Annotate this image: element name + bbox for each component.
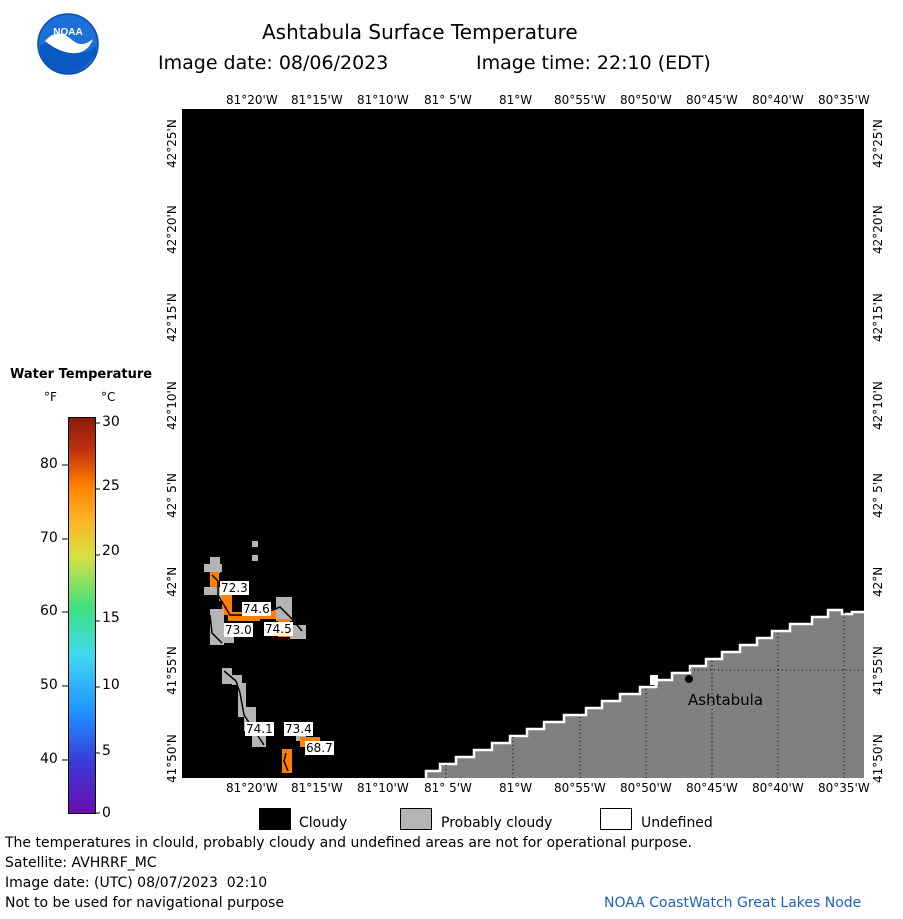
- top-lon-label: 80°55'W: [554, 93, 606, 107]
- satellite-info: Satellite: AVHRRF_MC: [5, 855, 157, 871]
- bottom-lon-label: 81°W: [499, 781, 533, 795]
- bottom-lon-label: 81° 5'W: [424, 781, 472, 795]
- utc-date: Image date: (UTC) 08/07/2023 02:10: [5, 875, 268, 891]
- legend-c-tick: 0: [102, 805, 111, 821]
- color-scale-ticks: [62, 422, 100, 814]
- undefined-label: Undefined: [641, 815, 713, 831]
- right-lat-label: 42°N: [871, 566, 885, 597]
- right-lat-label: 42°15'N: [871, 293, 885, 342]
- right-lat-label: 42° 5'N: [871, 473, 885, 518]
- legend-f-tick: 50: [40, 677, 58, 693]
- legend-f-tick: 80: [40, 456, 58, 472]
- cloudy-label: Cloudy: [299, 815, 348, 831]
- top-lon-label: 81°W: [499, 93, 533, 107]
- left-lat-label: 42°25'N: [165, 119, 179, 168]
- left-lat-label: 41°50'N: [165, 734, 179, 783]
- legend-f-tick: 40: [40, 751, 58, 767]
- temp-value-label: 68.7: [305, 741, 334, 755]
- left-lat-label: 41°55'N: [165, 646, 179, 695]
- noaa-logo: NOAA: [37, 13, 99, 75]
- page-title: Ashtabula Surface Temperature: [262, 20, 578, 44]
- image-date: Image date: 08/06/2023: [158, 52, 389, 74]
- temperature-map: 72.3 74.6 73.0 74.5 74.1 73.4 68.7 Ashta…: [182, 109, 864, 778]
- legend-unit-f: °F: [44, 390, 57, 404]
- ashtabula-marker: [685, 675, 693, 683]
- right-lat-label: 42°25'N: [871, 119, 885, 168]
- right-lat-label: 41°55'N: [871, 646, 885, 695]
- probably-cloudy-swatch: [400, 808, 432, 830]
- right-lat-label: 41°50'N: [871, 734, 885, 783]
- color-scale-bar: [68, 417, 96, 814]
- navigation-warning: Not to be used for navigational purpose: [5, 895, 284, 911]
- nearshore-pixels: [204, 541, 320, 773]
- top-lon-label: 81°15'W: [291, 93, 343, 107]
- temp-value-label: 74.6: [242, 602, 271, 616]
- undefined-patch: [650, 675, 658, 685]
- top-lon-label: 80°35'W: [818, 93, 870, 107]
- left-lat-label: 42°10'N: [165, 381, 179, 430]
- temp-value-label: 74.5: [264, 622, 293, 636]
- bottom-lon-label: 81°10'W: [357, 781, 409, 795]
- land-area: [426, 610, 864, 778]
- top-lon-label: 80°45'W: [686, 93, 738, 107]
- disclaimer: The temperatures in clould, probably clo…: [5, 835, 692, 851]
- left-lat-label: 42°15'N: [165, 293, 179, 342]
- bottom-lon-label: 81°20'W: [226, 781, 278, 795]
- cloudy-swatch: [259, 808, 291, 830]
- top-lon-label: 80°40'W: [752, 93, 804, 107]
- legend-c-tick: 20: [102, 543, 120, 559]
- bottom-lon-label: 80°40'W: [752, 781, 804, 795]
- undefined-swatch: [600, 808, 632, 830]
- probably-cloudy-label: Probably cloudy: [441, 815, 553, 831]
- top-lon-label: 81°20'W: [226, 93, 278, 107]
- top-lon-label: 81° 5'W: [424, 93, 472, 107]
- temp-value-label: 74.1: [245, 722, 274, 736]
- logo-text: NOAA: [53, 27, 82, 38]
- legend-c-tick: 30: [102, 414, 120, 430]
- temp-value-label: 73.4: [284, 722, 313, 736]
- left-lat-label: 42° 5'N: [165, 473, 179, 518]
- legend-c-tick: 25: [102, 478, 120, 494]
- legend-c-tick: 10: [102, 677, 120, 693]
- bottom-lon-label: 80°45'W: [686, 781, 738, 795]
- legend-unit-c: °C: [101, 390, 116, 404]
- place-label: Ashtabula: [688, 691, 764, 709]
- credit-link[interactable]: NOAA CoastWatch Great Lakes Node: [604, 895, 862, 911]
- right-lat-label: 42°20'N: [871, 205, 885, 254]
- legend-c-tick: 15: [102, 610, 120, 626]
- left-lat-label: 42°N: [165, 566, 179, 597]
- legend-title: Water Temperature: [10, 367, 153, 382]
- coastline: [424, 608, 864, 778]
- top-lon-label: 81°10'W: [357, 93, 409, 107]
- temp-value-label: 73.0: [224, 623, 253, 637]
- right-lat-label: 42°10'N: [871, 381, 885, 430]
- bottom-lon-label: 81°15'W: [291, 781, 343, 795]
- bottom-lon-label: 80°50'W: [620, 781, 672, 795]
- image-time: Image time: 22:10 (EDT): [476, 52, 711, 74]
- legend-f-tick: 70: [40, 530, 58, 546]
- bottom-lon-label: 80°55'W: [554, 781, 606, 795]
- graticule: [182, 109, 864, 778]
- bottom-lon-label: 80°35'W: [818, 781, 870, 795]
- top-lon-label: 80°50'W: [620, 93, 672, 107]
- left-lat-label: 42°20'N: [165, 205, 179, 254]
- temp-value-label: 72.3: [220, 581, 249, 595]
- legend-f-tick: 60: [40, 603, 58, 619]
- legend-c-tick: 5: [102, 743, 111, 759]
